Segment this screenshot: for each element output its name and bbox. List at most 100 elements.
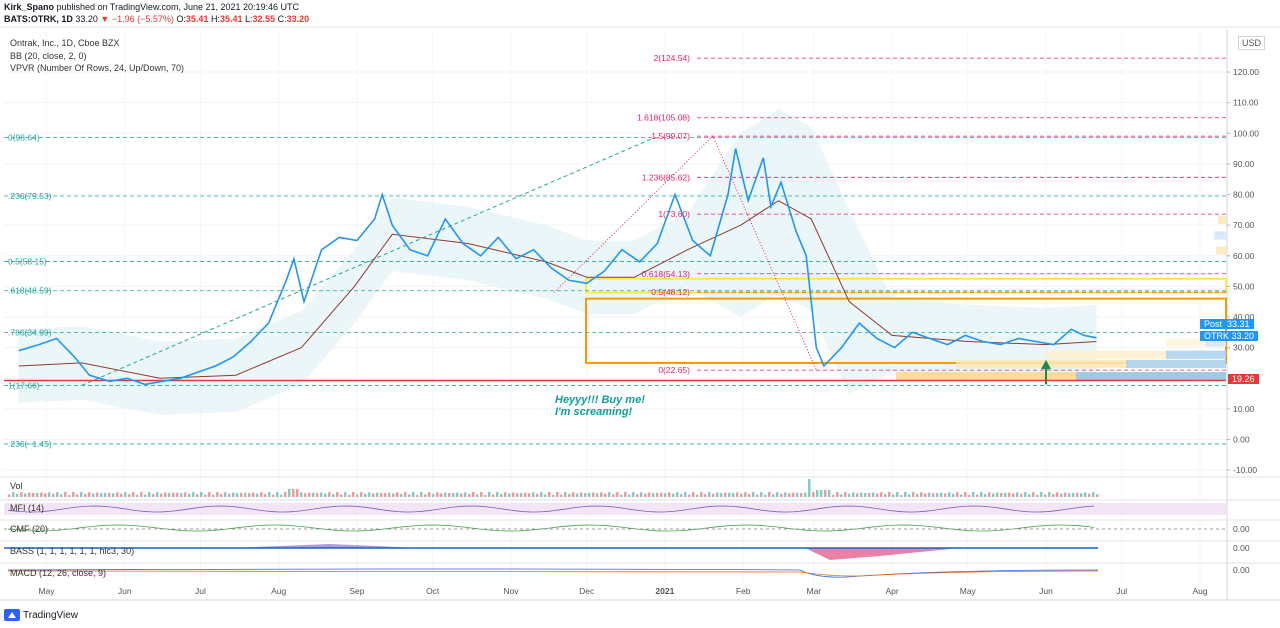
currency-button[interactable]: USD — [1238, 36, 1266, 50]
highlight-box-yellow — [585, 277, 1227, 294]
volume-bar — [128, 494, 131, 497]
volume-bar — [376, 492, 379, 497]
fib-left-label: 0.5(58.15) — [8, 256, 47, 266]
x-tick-label: Aug — [271, 586, 286, 596]
volume-bar — [884, 493, 887, 497]
high-value: 35.41 — [219, 14, 243, 24]
volume-bar — [592, 492, 595, 497]
mfi-pane-label[interactable]: MFI (14) — [10, 503, 45, 513]
volume-bar — [364, 493, 367, 497]
volume-bar — [636, 494, 639, 497]
volume-bar — [752, 492, 755, 497]
volume-bar — [136, 494, 139, 497]
cmf-pane-label[interactable]: CMF (20) — [10, 524, 48, 534]
volume-bar — [804, 492, 807, 497]
volume-bar — [512, 492, 515, 497]
volume-bar — [96, 492, 99, 497]
volume-bar — [196, 494, 199, 497]
x-tick-label: Sep — [349, 586, 364, 596]
volume-bar — [16, 493, 19, 497]
volume-bar — [1020, 493, 1023, 497]
volume-bar — [436, 492, 439, 497]
volume-bar — [348, 494, 351, 497]
volume-bar — [684, 492, 687, 497]
volume-bar — [972, 492, 975, 497]
volume-bar — [304, 493, 307, 497]
volume-bar — [728, 492, 731, 497]
volume-bar — [1068, 493, 1071, 497]
volume-bar — [164, 492, 167, 497]
volume-bar — [816, 490, 819, 497]
volume-bar — [844, 492, 847, 497]
bass-pane-label[interactable]: BASS (1, 1, 1, 1, 1, 1, hlc3, 30) — [10, 546, 135, 556]
volume-bar — [1028, 494, 1031, 497]
vpvr-bar — [956, 359, 1226, 369]
volume-bar — [476, 494, 479, 497]
vol-pane-label[interactable]: Vol — [10, 481, 23, 491]
volume-bar — [736, 492, 739, 497]
volume-bar — [372, 493, 375, 497]
volume-bar — [404, 492, 407, 497]
volume-bar — [480, 492, 483, 497]
fib-right-label: 1(73.60) — [658, 209, 690, 219]
volume-bar — [340, 494, 343, 497]
fib-right-label: 1.5(99.07) — [651, 131, 690, 141]
volume-bar — [824, 490, 827, 497]
volume-bar — [644, 493, 647, 497]
volume-bar — [672, 493, 675, 497]
volume-bar — [160, 493, 163, 497]
legend-bb[interactable]: BB (20, close, 2, 0) — [10, 51, 87, 61]
volume-bar — [548, 492, 551, 497]
volume-bar — [896, 492, 899, 497]
volume-bar — [168, 493, 171, 497]
volume-bar — [412, 492, 415, 497]
fib-left-label: 0(98.64) — [8, 132, 40, 142]
volume-bar — [408, 494, 411, 497]
publish-line: Kirk_Spano published on TradingView.com,… — [4, 2, 299, 12]
volume-bar — [320, 492, 323, 497]
volume-bar — [732, 493, 735, 497]
bass-area-down — [805, 548, 960, 560]
fib-right-label: 0.618(54.13) — [642, 269, 690, 279]
fib-left-label: .786(34.99) — [8, 327, 52, 337]
volume-bar — [1092, 492, 1095, 497]
volume-bar — [1040, 492, 1043, 497]
tradingview-brand[interactable]: TradingView — [4, 609, 78, 621]
volume-bar — [576, 493, 579, 497]
macd-pane-label[interactable]: MACD (12, 26, close, 9) — [10, 568, 107, 578]
volume-bar — [916, 493, 919, 497]
volume-bar — [384, 493, 387, 497]
x-tick-label: Dec — [579, 586, 595, 596]
volume-bar — [192, 492, 195, 497]
macd-line — [7, 568, 1099, 578]
y-tick-label: -10.00 — [1233, 465, 1257, 475]
legend-title[interactable]: Ontrak, Inc., 1D, Cboe BZX — [10, 38, 120, 48]
volume-bar — [868, 493, 871, 497]
volume-bar — [584, 493, 587, 497]
volume-bar — [428, 492, 431, 497]
legend-vpvr[interactable]: VPVR (Number Of Rows, 24, Up/Down, 70) — [10, 63, 185, 73]
x-tick-label: Feb — [736, 586, 751, 596]
x-tick-label: Jul — [1116, 586, 1127, 596]
pane-zero-label: 0.00 — [1233, 543, 1250, 553]
volume-bar — [772, 494, 775, 497]
volume-bar — [628, 494, 631, 497]
fib-left-label: .236(79.53) — [8, 191, 52, 201]
symbol[interactable]: BATS:OTRK, 1D — [4, 14, 73, 24]
volume-bar — [252, 492, 255, 497]
annotation-text: Heyyy!!! Buy me! I'm screaming! — [555, 394, 645, 418]
volume-bar — [704, 494, 707, 497]
brand-name: TradingView — [23, 609, 79, 621]
volume-bar — [148, 492, 151, 497]
volume-bar — [588, 492, 591, 497]
volume-bar — [452, 492, 455, 497]
volume-bar — [656, 492, 659, 497]
volume-bar — [32, 493, 35, 497]
volume-bar — [1044, 494, 1047, 497]
publisher-name[interactable]: Kirk_Spano — [4, 2, 55, 12]
fib-right-label: 0(22.65) — [658, 365, 690, 375]
resistance-box-orange — [585, 297, 1227, 364]
last-price: 33.20 — [75, 14, 98, 24]
volume-bar — [792, 492, 795, 497]
